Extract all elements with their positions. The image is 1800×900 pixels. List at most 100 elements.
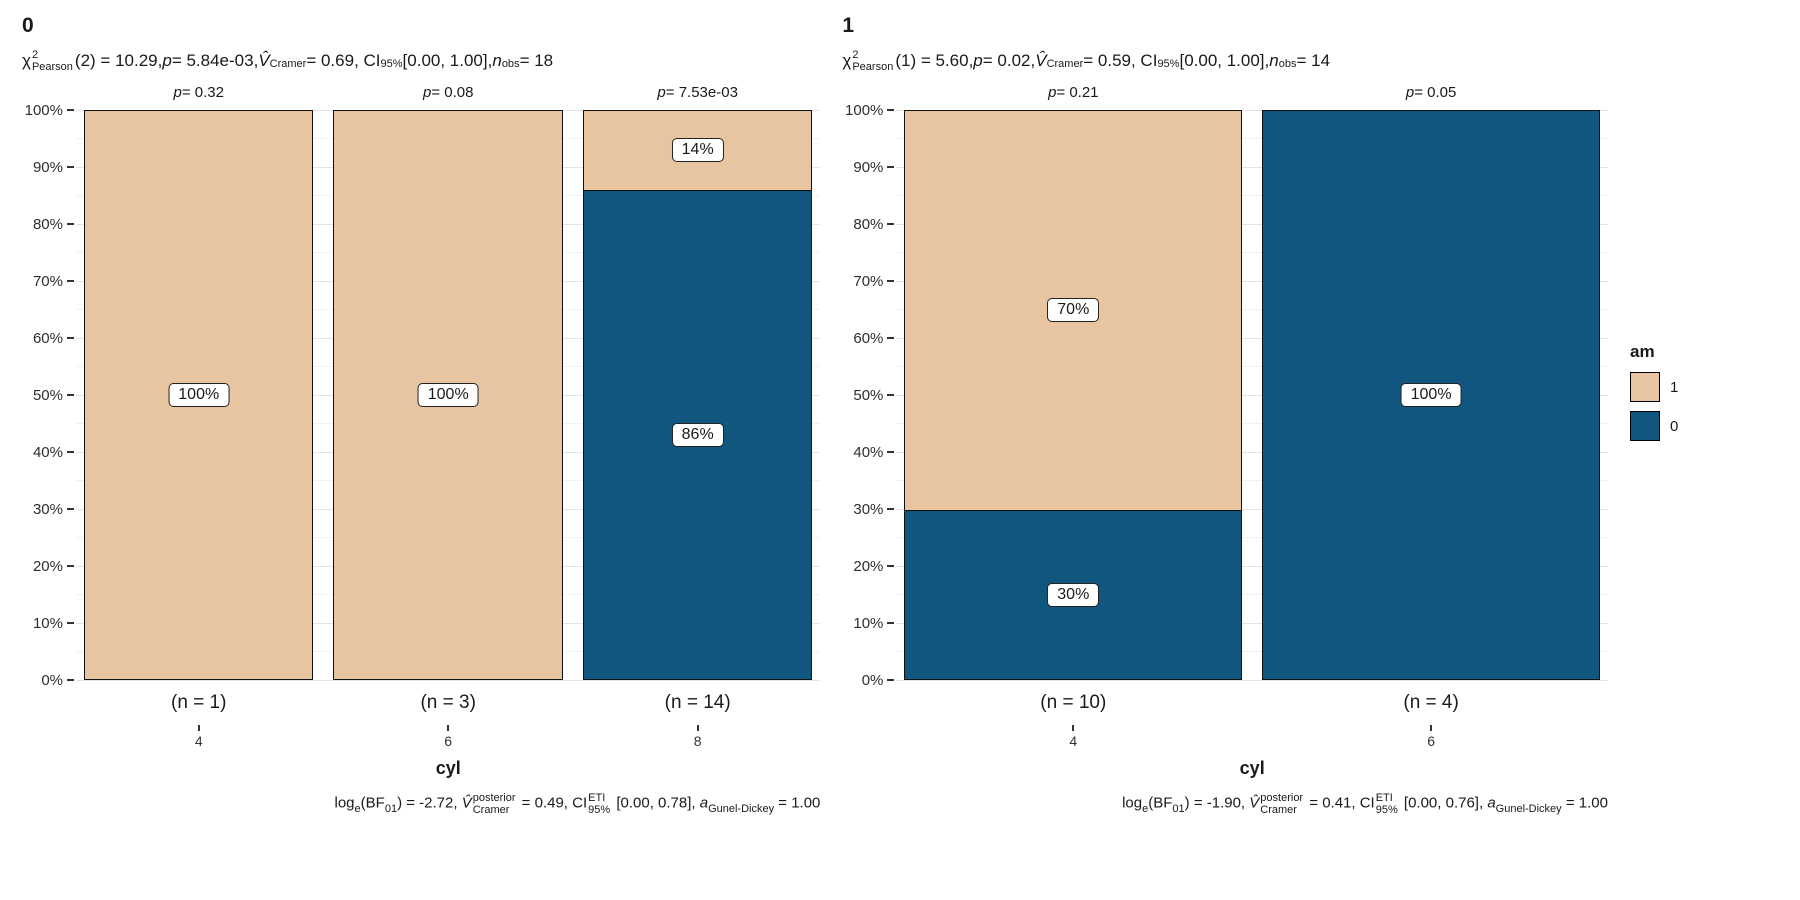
y-axis: 0% 10% 20% 30% 40% 50% 60% 70% 80% 90% 100% <box>834 102 896 689</box>
facet-title: 0 <box>22 14 34 37</box>
y-tick-mark <box>67 679 74 681</box>
p-value-label: p = 0.08 <box>422 84 474 101</box>
gridline <box>76 679 821 681</box>
x-tick-label: 6 <box>1427 733 1435 749</box>
y-tick-label: 20% <box>853 558 884 575</box>
n-count-label: (n = 3) <box>420 692 476 713</box>
y-tick-label: 0% <box>41 672 63 689</box>
p-value-row: p = 0.21 p = 0.05 <box>896 80 1608 110</box>
y-tick-label: 50% <box>853 387 884 404</box>
percent-label: 30% <box>1047 582 1100 607</box>
y-tick-label: 90% <box>853 159 884 176</box>
legend-item-am-1: 1 <box>1629 372 1792 402</box>
gridline <box>896 394 1608 396</box>
x-tick: 6 <box>1262 722 1600 756</box>
legend-title: am <box>1629 342 1655 361</box>
percent-label: 100% <box>168 383 230 407</box>
legend-label: 0 <box>1669 417 1679 435</box>
y-tick-label: 10% <box>853 615 884 632</box>
gridlines <box>896 109 1608 681</box>
p-value-label: p = 0.21 <box>1048 84 1099 101</box>
n-label-row: (n = 10) (n = 4) <box>896 680 1608 722</box>
percent-label: 14% <box>671 137 724 162</box>
p-value-row: p = 0.32 p = 0.08 p = 7.53e-03 <box>76 80 820 110</box>
y-tick-mark <box>887 223 895 225</box>
stacked-bar-cyl-6: 100% <box>333 110 563 680</box>
p-value-label: p = 7.53e-03 <box>657 84 738 101</box>
y-tick-label: 30% <box>32 501 63 518</box>
gridline <box>896 138 1608 139</box>
x-tick-label: 8 <box>693 733 702 749</box>
y-tick-label: 100% <box>24 102 63 119</box>
gridline <box>896 622 1608 624</box>
gridline <box>896 537 1608 538</box>
x-tick: 4 <box>84 722 313 756</box>
x-tick: 4 <box>904 722 1242 756</box>
plot-area: 100% 100% 86% 14% <box>76 109 821 681</box>
subtitle-stats: χ 2 Pearson (2) = 10.29, p = 5.84e-03, V̂ Cr… <box>22 49 554 73</box>
facet-panel-1: 1 χ 2 Pearson (1) = 5.60, p = 0.02, V̂ Crame… <box>834 6 1622 900</box>
y-tick-label: 100% <box>845 102 884 119</box>
y-tick-mark <box>67 622 74 624</box>
percent-label: 86% <box>671 422 724 447</box>
gridline <box>896 423 1608 424</box>
x-tick-row: 4 6 8 <box>76 722 820 756</box>
subtitle-stats: χ 2 Pearson (1) = 5.60, p = 0.02, V̂ Cramer … <box>842 49 1331 73</box>
x-tick: 8 <box>583 722 812 756</box>
gridline <box>896 195 1608 196</box>
y-tick-mark <box>887 565 895 567</box>
y-tick-mark <box>67 280 74 282</box>
y-tick-label: 50% <box>32 387 63 404</box>
y-tick-mark <box>67 223 74 225</box>
x-tick-label: 6 <box>444 733 453 749</box>
y-tick-mark <box>887 451 895 453</box>
x-tick-mark <box>197 725 200 731</box>
gridline <box>896 166 1608 168</box>
caption-stats: loge(BF01) = -1.90, V̂ posterior Cramer = … <box>1122 792 1608 816</box>
gridline <box>896 337 1608 339</box>
gridline <box>896 366 1608 367</box>
y-tick-mark <box>887 166 895 168</box>
y-tick-mark <box>887 109 895 111</box>
plot-row: 0% 10% 20% 30% 40% 50% 60% 70% 80% 90% 100% 100% 10… <box>14 102 834 689</box>
stacked-bar-cyl-8: 86% 14% <box>582 110 813 680</box>
y-tick-label: 30% <box>853 501 884 518</box>
n-count-label: (n = 1) <box>171 692 227 713</box>
y-tick-label: 80% <box>853 216 884 233</box>
y-tick-mark <box>67 508 74 510</box>
y-tick-mark <box>67 337 74 339</box>
x-tick-mark <box>696 725 699 731</box>
p-value-label: p = 0.32 <box>173 84 224 101</box>
gridline <box>896 594 1608 595</box>
y-tick-mark <box>67 394 74 396</box>
gridline <box>896 508 1608 510</box>
bars-container: 100% 100% 86% 14% <box>76 110 820 680</box>
y-tick-label: 80% <box>32 216 63 233</box>
y-tick-label: 40% <box>32 444 63 461</box>
bars-container: 30% 70% 100% <box>896 110 1608 680</box>
y-tick-mark <box>67 565 74 567</box>
x-tick-mark <box>1072 725 1075 731</box>
legend-swatch <box>1629 372 1660 402</box>
y-tick-label: 60% <box>32 330 63 347</box>
x-tick: 6 <box>333 722 562 756</box>
x-tick-mark <box>1430 725 1433 731</box>
y-tick-label: 0% <box>861 672 884 689</box>
x-tick-label: 4 <box>1069 733 1078 749</box>
n-count-label: (n = 4) <box>1403 692 1459 713</box>
y-tick-label: 10% <box>32 615 63 632</box>
y-axis: 0% 10% 20% 30% 40% 50% 60% 70% 80% 90% 100% <box>14 102 76 689</box>
legend-item-am-0: 0 <box>1629 411 1792 441</box>
facet-title: 1 <box>842 14 855 37</box>
y-tick-mark <box>887 679 895 681</box>
legend-swatch <box>1629 411 1660 441</box>
n-count-label: (n = 10) <box>1040 692 1107 713</box>
legend-label: 1 <box>1669 378 1679 396</box>
y-tick-mark <box>887 280 895 282</box>
n-count-label: (n = 14) <box>664 692 731 713</box>
y-tick-mark <box>67 109 74 111</box>
